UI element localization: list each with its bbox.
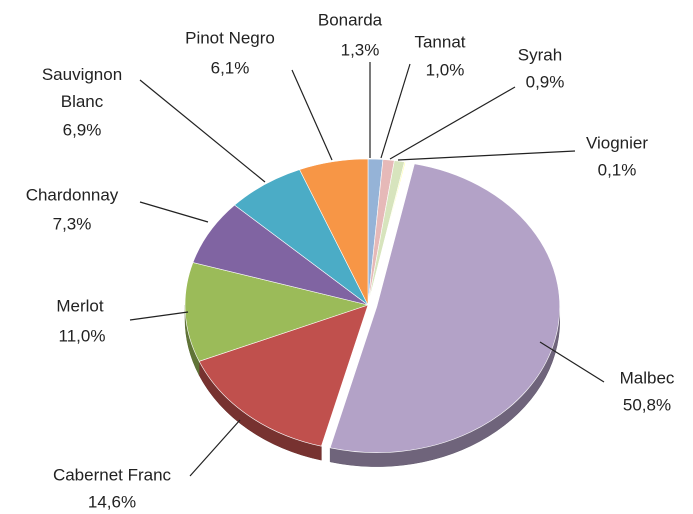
slice-value: 1,3% — [340, 40, 380, 60]
slice — [198, 304, 369, 447]
slice-name: Merlot — [56, 296, 104, 316]
slice-value: 11,0% — [58, 326, 106, 346]
slice-name: Tannat — [414, 32, 466, 52]
slice — [329, 163, 561, 453]
slice-name: Pinot Negro — [185, 28, 275, 48]
slice-name: Chardonnay — [25, 185, 119, 205]
leader-line — [389, 86, 516, 160]
leader-line — [139, 201, 209, 223]
slice-name: Bonarda — [317, 10, 383, 30]
slice-value: 6,1% — [210, 58, 250, 78]
slice-value: 1,0% — [425, 60, 465, 80]
slice-value: 14,6% — [87, 492, 137, 512]
leader-line — [397, 150, 576, 161]
slice-name: Malbec — [619, 368, 675, 388]
slice-name: Syrah — [517, 45, 563, 65]
slice — [367, 161, 407, 306]
leader-line — [380, 63, 411, 159]
slice-name: Cabernet Franc — [52, 465, 172, 485]
slice-name: Sauvignon Blanc — [41, 65, 123, 111]
slice-value: 50,8% — [622, 395, 672, 415]
slice-value: 0,9% — [525, 72, 565, 92]
leader-line — [539, 341, 605, 383]
slice-value: 0,1% — [597, 160, 637, 180]
slice-value: 6,9% — [62, 120, 102, 140]
slice-value: 7,3% — [52, 214, 92, 234]
leader-line — [139, 79, 266, 183]
leader-line — [129, 311, 189, 321]
slice — [299, 158, 369, 306]
leader-line — [189, 419, 241, 477]
leader-line — [291, 69, 333, 161]
slice-name: Viognier — [585, 133, 649, 153]
